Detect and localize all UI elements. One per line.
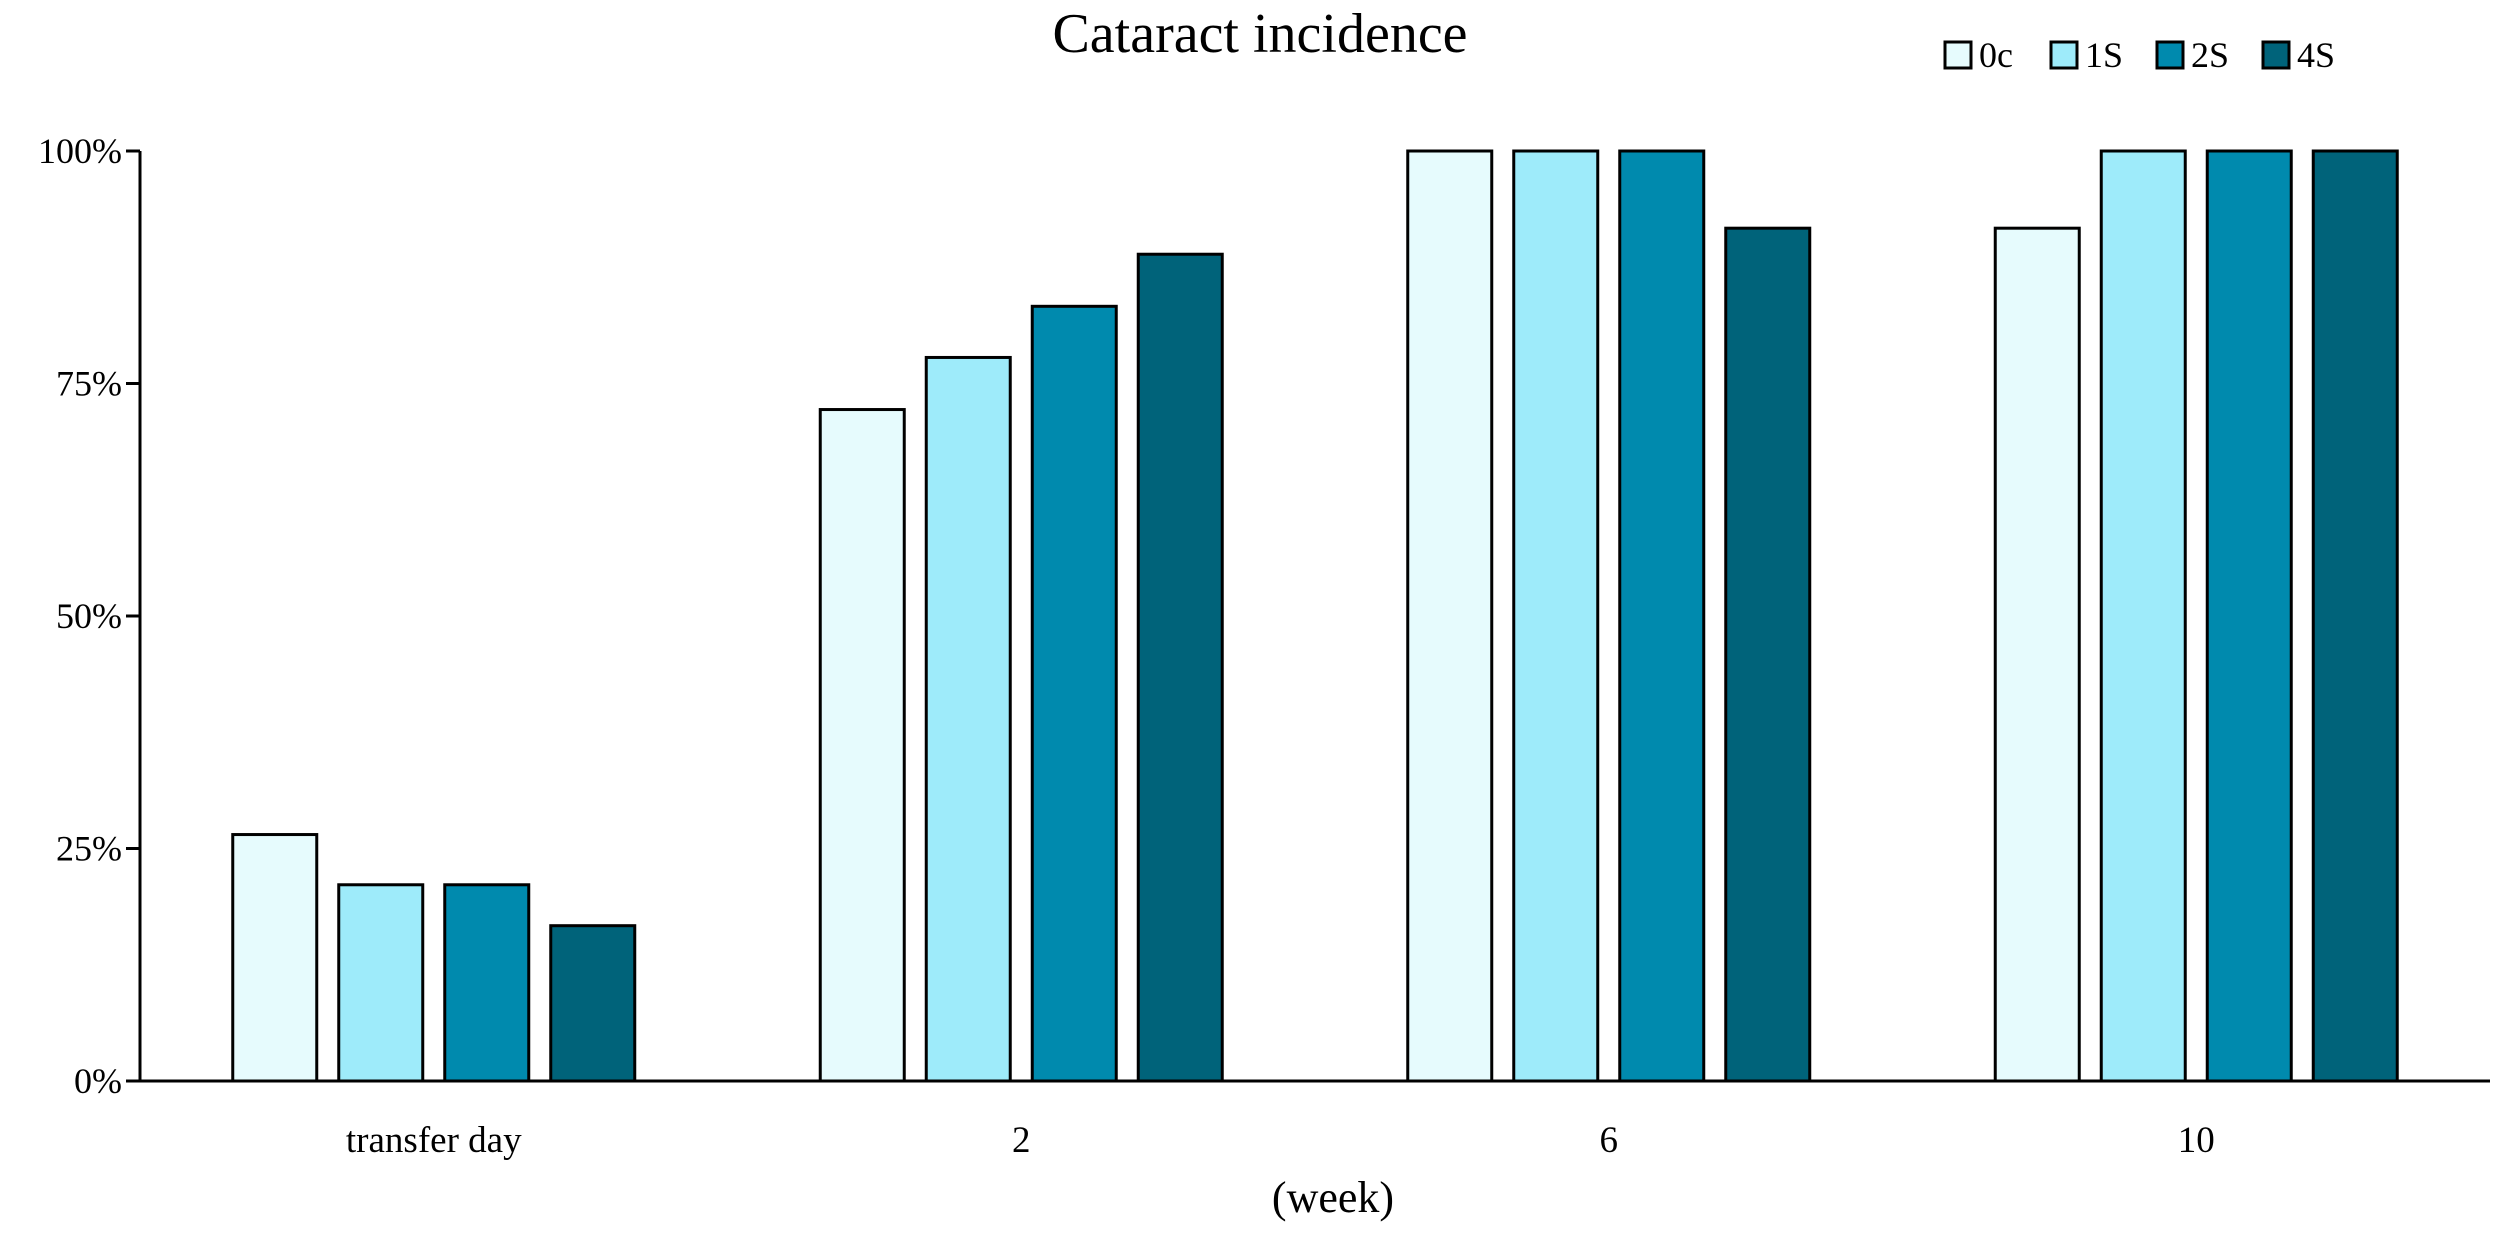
bar-0c-0 <box>231 833 319 1083</box>
bar-2S-0 <box>443 883 531 1083</box>
chart-title: Cataract incidence <box>1052 3 1467 65</box>
x-tick-label: 2 <box>1012 1120 1031 1161</box>
y-axis: 0% 25% 50% 75% 100% <box>38 131 142 1101</box>
legend-label-0c: 0c <box>1979 35 2013 75</box>
bar-1S-2 <box>1512 149 1600 1083</box>
bar-4S-3 <box>2311 149 2399 1083</box>
bar-2S-2 <box>1618 149 1706 1083</box>
x-axis-label: (week) <box>1272 1173 1394 1222</box>
bar-0c-1 <box>818 408 906 1083</box>
bar-1S-3 <box>2099 149 2187 1083</box>
bar-0c-2 <box>1406 149 1494 1083</box>
x-tick-label: 6 <box>1600 1120 1619 1161</box>
bar-1S-1 <box>924 355 1012 1083</box>
bar-4S-2 <box>1724 226 1812 1083</box>
x-axis: transfer day 2 6 10 <box>140 1079 2490 1161</box>
bars <box>231 149 2399 1083</box>
bar-2S-1 <box>1030 304 1118 1083</box>
bar-4S-1 <box>1136 252 1224 1083</box>
legend-swatch-4S <box>2261 40 2291 70</box>
legend-label-2S: 2S <box>2191 35 2229 75</box>
y-tick-label: 75% <box>56 364 122 404</box>
legend-label-4S: 4S <box>2297 35 2335 75</box>
legend-label-1S: 1S <box>2085 35 2123 75</box>
legend-swatch-1S <box>2049 40 2079 70</box>
y-tick-label: 0% <box>74 1061 122 1101</box>
legend: 0c 1S 2S 4S <box>1943 35 2335 75</box>
legend-swatch-0c <box>1943 40 1973 70</box>
bar-2S-3 <box>2205 149 2293 1083</box>
y-tick-label: 100% <box>38 131 122 171</box>
x-tick-label: transfer day <box>346 1120 522 1161</box>
x-tick-label: 10 <box>2178 1120 2215 1161</box>
bar-4S-0 <box>549 924 637 1083</box>
bar-1S-0 <box>337 883 425 1083</box>
bar-0c-3 <box>1993 226 2081 1083</box>
y-tick-label: 50% <box>56 596 122 636</box>
y-tick-label: 25% <box>56 829 122 869</box>
legend-swatch-2S <box>2155 40 2185 70</box>
